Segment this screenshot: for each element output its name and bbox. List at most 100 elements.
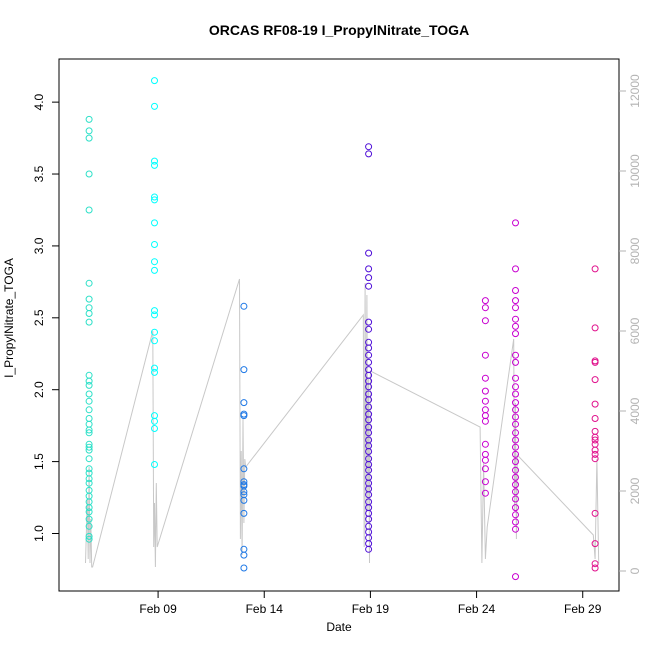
- data-point-4-44: [512, 511, 519, 519]
- y-tick-label: 1.0: [32, 525, 46, 542]
- data-point-1-13: [151, 337, 158, 345]
- data-point-3-10: [365, 351, 373, 359]
- data-point-3-20: [365, 416, 373, 424]
- data-point-4-30: [512, 406, 519, 414]
- data-point-1-8: [151, 258, 158, 266]
- data-point-4-22: [512, 322, 519, 330]
- data-point-4-40: [512, 481, 519, 489]
- data-point-4-15: [481, 489, 489, 497]
- data-point-5-9: [591, 436, 599, 444]
- data-point-4-26: [512, 374, 519, 382]
- data-point-1-9: [151, 266, 158, 274]
- data-point-1-1: [151, 102, 158, 110]
- data-point-4-35: [512, 443, 519, 451]
- data-point-4-16: [512, 219, 519, 227]
- data-point-5-15: [591, 540, 599, 548]
- y-axis-label: I_PropylNitrate_TOGA: [2, 258, 16, 378]
- data-point-1-16: [151, 412, 158, 420]
- data-point-4-13: [481, 465, 489, 473]
- data-point-0-1: [85, 127, 93, 135]
- right-y-tick-label: 8000: [628, 237, 642, 264]
- y-tick-label: 3.5: [32, 165, 46, 182]
- x-tick-label: Feb 24: [458, 602, 496, 616]
- x-tick-label: Feb 29: [564, 602, 602, 616]
- secondary-series-line: [85, 278, 600, 568]
- data-point-4-27: [512, 383, 519, 391]
- data-point-4-37: [512, 458, 519, 466]
- data-point-0-3: [85, 170, 93, 178]
- data-point-0-34: [85, 522, 93, 530]
- data-point-1-19: [151, 461, 158, 468]
- data-point-4-32: [512, 420, 519, 428]
- data-point-5-17: [591, 564, 599, 572]
- data-point-4-17: [512, 265, 519, 273]
- data-point-3-41: [365, 545, 373, 553]
- data-point-0-17: [85, 420, 93, 428]
- right-y-tick-label: 12000: [628, 74, 642, 108]
- data-point-0-18: [85, 426, 93, 434]
- plot-frame: [58, 58, 620, 592]
- data-point-4-24: [512, 351, 519, 359]
- data-point-2-6: [240, 478, 248, 486]
- right-y-tick-label: 4000: [628, 397, 642, 424]
- data-point-0-4: [85, 206, 93, 214]
- data-point-0-35: [85, 532, 93, 540]
- right-y-tick-label: 2000: [628, 477, 642, 504]
- data-point-5-10: [591, 440, 599, 448]
- data-point-4-45: [512, 518, 519, 526]
- data-point-4-20: [512, 304, 519, 312]
- data-point-3-7: [365, 325, 373, 333]
- data-point-5-13: [591, 455, 599, 463]
- data-point-1-7: [151, 241, 158, 248]
- data-point-4-10: [481, 440, 489, 448]
- data-point-4-42: [512, 495, 519, 503]
- data-point-3-17: [365, 396, 373, 404]
- data-point-0-24: [85, 465, 93, 473]
- secondary-series-layer: [85, 278, 600, 568]
- data-point-1-4: [151, 193, 158, 201]
- data-point-0-22: [85, 446, 93, 454]
- data-point-3-18: [365, 403, 373, 411]
- data-point-1-3: [151, 161, 158, 169]
- data-point-5-3: [591, 358, 599, 366]
- data-point-0-7: [85, 304, 93, 312]
- data-point-5-1: [591, 324, 599, 332]
- data-point-0-2: [85, 134, 93, 142]
- data-point-4-7: [481, 406, 489, 414]
- data-point-4-23: [512, 330, 519, 338]
- data-point-4-6: [481, 397, 489, 405]
- data-point-4-8: [481, 412, 489, 420]
- data-point-3-15: [365, 383, 373, 391]
- data-point-1-17: [151, 417, 158, 425]
- data-point-2-1: [240, 366, 248, 374]
- data-point-0-23: [85, 455, 93, 463]
- y-tick-label: 1.5: [32, 453, 46, 470]
- data-point-4-38: [512, 466, 519, 474]
- data-point-0-19: [85, 429, 93, 437]
- right-y-tick-label: 0: [628, 567, 642, 574]
- data-point-3-39: [365, 534, 373, 542]
- data-point-4-9: [481, 417, 489, 425]
- data-point-4-18: [512, 287, 519, 294]
- data-point-5-14: [591, 509, 599, 517]
- data-point-0-16: [85, 415, 93, 422]
- data-point-1-0: [151, 77, 158, 85]
- x-axis-label: Date: [326, 620, 352, 634]
- data-point-0-11: [85, 377, 93, 385]
- data-point-0-13: [85, 390, 93, 398]
- data-point-0-5: [85, 279, 93, 287]
- data-point-0-8: [85, 310, 93, 317]
- data-point-1-11: [151, 311, 158, 319]
- x-tick-label: Feb 14: [246, 602, 284, 616]
- data-point-5-11: [591, 446, 599, 454]
- data-point-4-0: [481, 297, 489, 305]
- data-point-3-5: [365, 282, 373, 290]
- data-point-3-4: [365, 274, 373, 282]
- chart-title: ORCAS RF08-19 I_PropylNitrate_TOGA: [209, 22, 469, 38]
- data-point-4-31: [512, 413, 519, 421]
- data-point-5-5: [591, 400, 599, 408]
- data-point-1-2: [151, 157, 158, 165]
- data-point-3-11: [365, 358, 373, 366]
- data-point-4-4: [481, 374, 489, 382]
